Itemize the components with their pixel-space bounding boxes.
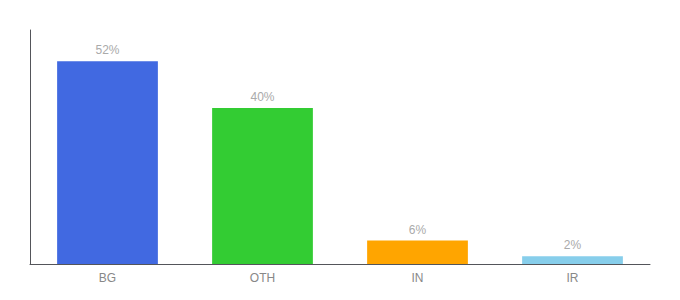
svg-text:IN: IN xyxy=(412,271,424,285)
svg-text:6%: 6% xyxy=(409,223,427,237)
svg-text:BG: BG xyxy=(99,271,116,285)
svg-text:2%: 2% xyxy=(564,238,582,252)
svg-text:52%: 52% xyxy=(95,43,119,57)
svg-text:IR: IR xyxy=(567,271,579,285)
svg-text:OTH: OTH xyxy=(250,271,275,285)
svg-text:40%: 40% xyxy=(250,90,274,104)
